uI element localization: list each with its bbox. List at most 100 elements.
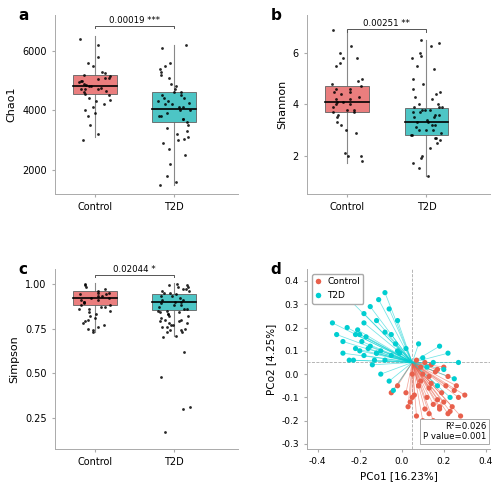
Point: [417, 36, 425, 44]
T2D: [366, 303, 374, 311]
Point: [182, 41, 190, 49]
Point: [154, 98, 162, 106]
Point: [94, 130, 102, 138]
T2D: [440, 365, 448, 373]
Point: [346, 88, 354, 96]
Point: [431, 121, 439, 129]
Point: [184, 312, 192, 320]
Point: [358, 82, 366, 90]
T2D: [354, 326, 362, 334]
Point: [171, 298, 179, 306]
Point: [174, 280, 182, 287]
Point: [100, 73, 108, 81]
Point: [357, 152, 365, 160]
Point: [163, 323, 171, 331]
Point: [328, 80, 336, 88]
Y-axis label: Simpson: Simpson: [10, 335, 20, 383]
Point: [164, 98, 172, 106]
T2D: [343, 293, 351, 301]
Point: [160, 95, 168, 103]
Control: [402, 389, 410, 397]
Control: [452, 382, 460, 389]
Control: [440, 363, 448, 371]
Point: [178, 89, 186, 97]
Point: [336, 49, 344, 57]
T2D: [332, 331, 340, 339]
Point: [422, 126, 430, 134]
Point: [180, 305, 188, 313]
Point: [84, 82, 92, 90]
Point: [342, 126, 349, 134]
Point: [166, 59, 173, 67]
Point: [428, 95, 436, 103]
Point: [88, 62, 96, 70]
Point: [100, 303, 108, 311]
Point: [328, 108, 336, 116]
Point: [185, 99, 193, 107]
Point: [94, 289, 102, 297]
Point: [98, 303, 106, 311]
Point: [178, 328, 186, 336]
Point: [344, 152, 351, 160]
Point: [174, 317, 182, 325]
Point: [82, 283, 90, 291]
Control: [408, 393, 416, 401]
T2D: [368, 361, 376, 369]
Point: [176, 106, 184, 114]
Point: [156, 112, 164, 120]
Point: [86, 82, 94, 90]
T2D: [396, 349, 404, 357]
Point: [185, 287, 193, 295]
Point: [354, 93, 362, 101]
Point: [409, 85, 417, 93]
Point: [86, 294, 94, 302]
T2D: [394, 347, 402, 355]
Control: [461, 391, 469, 399]
T2D: [358, 338, 366, 346]
Point: [105, 73, 113, 81]
Bar: [73, 74, 117, 94]
Point: [333, 118, 341, 126]
Point: [98, 84, 106, 92]
Point: [353, 54, 361, 62]
T2D: [434, 382, 442, 389]
Point: [344, 106, 351, 113]
Point: [183, 127, 191, 135]
Control: [442, 382, 450, 389]
Point: [172, 178, 179, 186]
Point: [164, 312, 172, 320]
Point: [436, 103, 444, 111]
Point: [432, 134, 440, 141]
Point: [80, 137, 88, 144]
Point: [154, 307, 162, 315]
Text: d: d: [270, 262, 281, 277]
Point: [408, 131, 416, 139]
Text: c: c: [18, 262, 28, 277]
Point: [429, 126, 437, 134]
Point: [91, 314, 99, 322]
Point: [179, 104, 187, 111]
Point: [156, 112, 164, 120]
Control: [412, 412, 420, 420]
Point: [417, 52, 425, 60]
Point: [163, 172, 171, 180]
Point: [426, 106, 434, 113]
Point: [180, 135, 188, 143]
Point: [84, 59, 92, 67]
Point: [432, 90, 440, 98]
Point: [159, 334, 167, 342]
Point: [179, 285, 187, 293]
Control: [406, 398, 414, 406]
Point: [180, 95, 188, 103]
Point: [76, 305, 84, 313]
Point: [163, 109, 171, 117]
T2D: [385, 377, 393, 385]
Point: [78, 76, 86, 84]
Point: [163, 328, 171, 336]
Control: [444, 410, 452, 418]
Text: 0.00251 **: 0.00251 **: [364, 19, 410, 28]
Point: [156, 65, 164, 72]
Point: [100, 101, 108, 108]
Control: [416, 363, 424, 371]
Point: [77, 86, 85, 94]
